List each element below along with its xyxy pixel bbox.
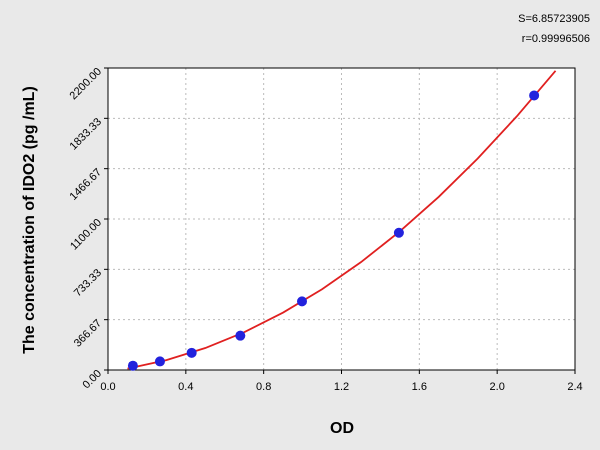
y-tick-label: 1466.67 <box>68 166 105 203</box>
x-tick-label: 0.8 <box>256 381 271 393</box>
annotation: S=6.85723905 <box>518 13 590 25</box>
x-axis-label: OD <box>330 420 354 437</box>
x-tick-label: 2.0 <box>490 381 505 393</box>
x-tick-label: 1.2 <box>334 381 349 393</box>
annotation: r=0.99996506 <box>522 33 590 45</box>
y-tick-label: 2200.00 <box>68 66 105 103</box>
y-tick-label: 1100.00 <box>68 217 104 253</box>
x-tick-label: 0.0 <box>100 381 115 393</box>
fit-curve <box>127 70 557 370</box>
plot-frame <box>107 67 576 371</box>
data-point <box>296 296 307 307</box>
data-point <box>186 347 197 358</box>
y-tick-label: 733.33 <box>72 267 104 299</box>
y-tick-label: 366.67 <box>72 317 104 349</box>
data-point <box>235 330 246 341</box>
data-point <box>127 360 138 371</box>
x-tick-label: 0.4 <box>178 381 193 393</box>
y-axis-label: The concentration of IDO2 (pg /mL) <box>21 86 38 354</box>
y-tick-label: 1833.33 <box>68 116 105 153</box>
data-point <box>529 90 540 101</box>
x-tick-label: 1.6 <box>412 381 427 393</box>
x-tick-label: 2.4 <box>567 381 582 393</box>
data-point <box>393 227 404 238</box>
data-point <box>154 356 165 367</box>
